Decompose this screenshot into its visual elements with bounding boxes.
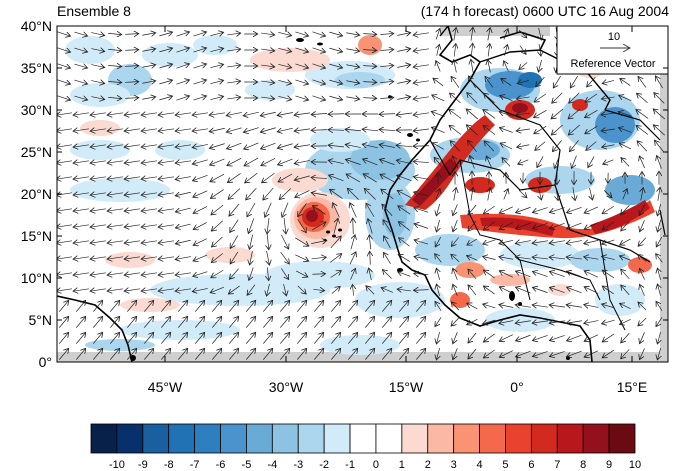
colorbar-label: 0 bbox=[373, 459, 379, 471]
colorbar-swatch bbox=[168, 423, 196, 454]
colorbar-swatch bbox=[427, 423, 455, 454]
colorbar-label: 2 bbox=[425, 459, 431, 471]
lon-label: 15°W bbox=[389, 379, 424, 395]
colorbar-swatch bbox=[556, 423, 584, 454]
colorbar-label: -2 bbox=[319, 459, 329, 471]
colorbar-label: 1 bbox=[399, 459, 405, 471]
lat-label: 25°N bbox=[21, 144, 52, 160]
lat-label: 40°N bbox=[21, 18, 52, 34]
left-title: Ensemble 8 bbox=[57, 3, 131, 19]
lat-label: 30°N bbox=[21, 102, 52, 118]
colorbar-swatch bbox=[246, 423, 273, 454]
reference-vector-value: 10 bbox=[608, 31, 620, 43]
lat-label: 0° bbox=[39, 354, 52, 370]
colorbar-label: -4 bbox=[267, 459, 277, 471]
lon-label: 15°E bbox=[617, 379, 648, 395]
colorbar-swatch bbox=[479, 423, 506, 454]
colorbar-swatch bbox=[297, 423, 325, 454]
colorbar-swatch bbox=[271, 423, 299, 454]
colorbar-label: 3 bbox=[451, 459, 457, 471]
colorbar-swatch bbox=[582, 423, 610, 454]
colorbar-swatch bbox=[349, 423, 377, 454]
colorbar-swatch bbox=[505, 423, 532, 454]
lat-label: 20°N bbox=[21, 186, 52, 202]
colorbar-label: -7 bbox=[190, 459, 200, 471]
colorbar-swatch bbox=[401, 423, 429, 454]
colorbar-label: -8 bbox=[164, 459, 174, 471]
lat-label: 15°N bbox=[21, 228, 52, 244]
reference-vector-label: Reference Vector bbox=[571, 58, 656, 70]
right-title: (174 h forecast) 0600 UTC 16 Aug 2004 bbox=[421, 3, 669, 19]
lon-label: 30°W bbox=[269, 379, 304, 395]
colorbar-label: 9 bbox=[606, 459, 612, 471]
colorbar-label: 8 bbox=[580, 459, 586, 471]
colorbar-swatch bbox=[220, 423, 247, 454]
colorbar-swatch bbox=[530, 423, 558, 454]
field-shading bbox=[57, 26, 668, 362]
lon-label: 45°W bbox=[148, 379, 183, 395]
lat-label: 5°N bbox=[29, 312, 53, 328]
colorbar-swatch bbox=[142, 423, 170, 454]
colorbar-label: -6 bbox=[216, 459, 226, 471]
colorbar: -10 -9 -8 -7 -6 -5 -4 -3 -2 -1 0 1 2 3 4 5 6 7 8 9 10 bbox=[90, 423, 641, 471]
colorbar-label: 7 bbox=[554, 459, 560, 471]
colorbar-swatch bbox=[116, 423, 144, 454]
colorbar-label: 6 bbox=[528, 459, 534, 471]
colorbar-label: -3 bbox=[293, 459, 303, 471]
latitude-axis: 40°N 35°N 30°N 25°N 20°N 15°N 10°N 5°N 0° bbox=[21, 18, 668, 370]
lat-label: 35°N bbox=[21, 60, 52, 76]
longitude-axis: 45°W 30°W 15°W 0° 15°E bbox=[148, 26, 647, 395]
colorbar-label: -10 bbox=[109, 459, 125, 471]
lon-label: 0° bbox=[510, 379, 523, 395]
south-america-coastline bbox=[57, 295, 133, 362]
colorbar-swatch bbox=[453, 423, 480, 454]
colorbar-label: -1 bbox=[345, 459, 355, 471]
colorbar-label: -5 bbox=[242, 459, 252, 471]
lat-label: 10°N bbox=[21, 270, 52, 286]
africa-coastline bbox=[384, 26, 593, 362]
colorbar-label: -9 bbox=[138, 459, 148, 471]
colorbar-swatch bbox=[323, 423, 351, 454]
colorbar-swatch bbox=[194, 423, 221, 454]
colorbar-label: 4 bbox=[477, 459, 483, 471]
colorbar-swatch bbox=[90, 423, 118, 454]
reference-vector-box: 10 Reference Vector bbox=[556, 25, 669, 75]
colorbar-label: 10 bbox=[629, 459, 641, 471]
colorbar-swatch bbox=[608, 423, 636, 454]
colorbar-swatch bbox=[375, 423, 403, 454]
colorbar-label: 5 bbox=[502, 459, 508, 471]
